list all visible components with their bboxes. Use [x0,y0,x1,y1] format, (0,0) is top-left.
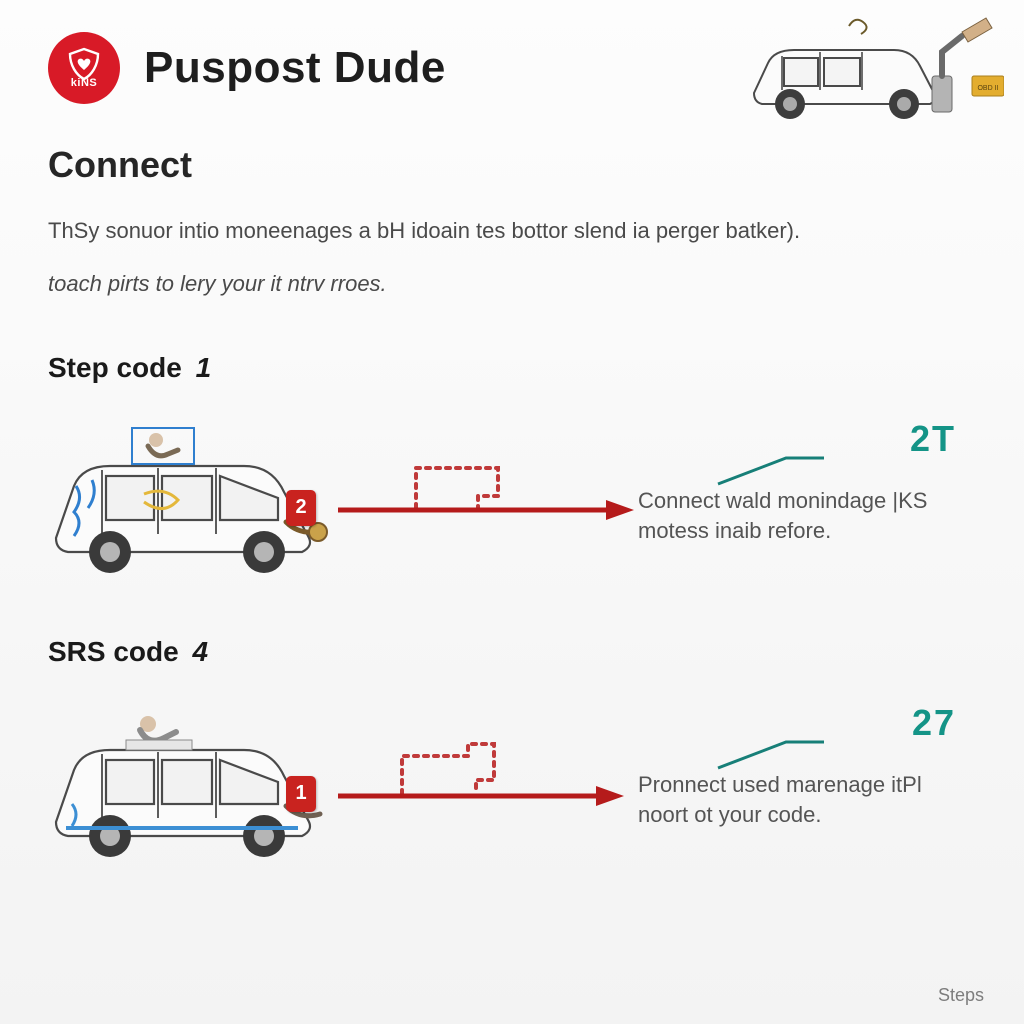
step-2-car: 1 [48,694,338,879]
logo-badge: kiNS [48,32,120,104]
page-header: kiNS Puspost Dude O [0,0,1024,120]
step-1-result: 2T Connect wald monindage |KS motess ina… [638,458,976,545]
step-2-badge: 1 [286,776,316,812]
page-title: Puspost Dude [144,43,446,93]
step-2-title: SRS code 4 [48,636,976,668]
callout-line-icon [716,454,826,486]
step-2-result: 27 Pronnect used marenage itPl noort ot … [638,742,976,829]
intro-line-2: toach pirts to lery your it ntrv rroes. [48,267,976,300]
logo-text: kiNS [71,77,97,89]
step-1-title: Step code 1 [48,352,976,384]
step-2-title-prefix: SRS code [48,636,179,667]
step-1-badge-num: 2 [295,496,306,519]
step-2-row: 1 27 Pronnect used marenage itPl noort o… [48,696,976,876]
step-1-result-number: 2T [910,418,956,460]
step-1-row: 2 2T Connect wald monindage |KS motess i… [48,412,976,592]
footer-label: Steps [938,985,984,1006]
step-1: Step code 1 [0,328,1024,600]
svg-text:OBD II: OBD II [977,85,998,92]
step-1-title-prefix: Step code [48,352,182,383]
callout-line-icon [716,738,826,770]
step-2-arrow [338,736,638,836]
step-2-title-number: 4 [192,636,208,667]
intro-section: Connect ThSy sonuor intio moneenages a b… [0,120,1024,328]
intro-heading: Connect [48,144,976,186]
shield-heart-icon [64,47,104,81]
header-illustration: OBD II [744,8,1004,128]
intro-line-1: ThSy sonuor intio moneenages a bH idoain… [48,214,976,247]
step-1-title-number: 1 [196,352,212,383]
step-1-arrow [338,452,638,552]
step-2-result-number: 27 [912,702,956,744]
step-2: SRS code 4 [0,600,1024,884]
step-2-badge-num: 1 [295,782,306,805]
step-1-badge: 2 [286,490,316,526]
step-1-car: 2 [48,410,338,595]
